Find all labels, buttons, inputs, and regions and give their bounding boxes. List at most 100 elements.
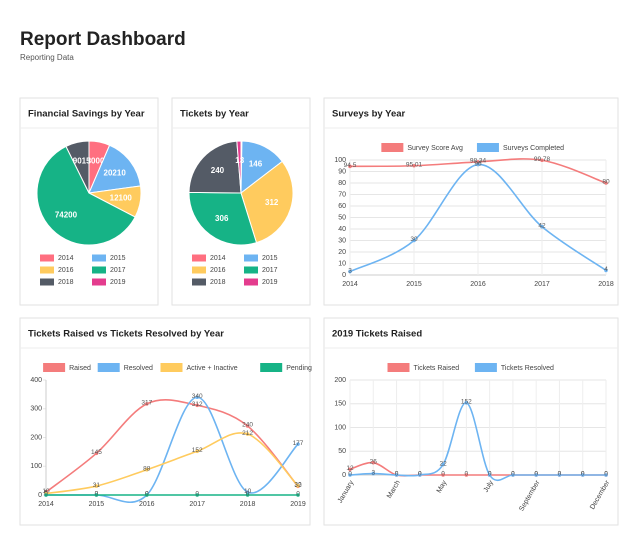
legend-label: 2015 (110, 255, 126, 262)
slice-label: 312 (265, 198, 279, 207)
y-tick-label: 80 (338, 180, 346, 187)
legend-swatch (192, 254, 206, 262)
y-tick-label: 30 (338, 237, 346, 244)
y-tick-label: 100 (334, 157, 346, 164)
x-tick-label: 2016 (139, 501, 155, 508)
card-title: Financial Savings by Year (28, 109, 145, 120)
data-point (557, 473, 562, 477)
legend-swatch (92, 278, 106, 286)
data-point (580, 473, 585, 477)
data-point (418, 473, 422, 477)
line-series (45, 432, 299, 495)
data-point (296, 493, 300, 497)
y-tick-label: 20 (338, 249, 346, 256)
x-tick-label: 2018 (240, 501, 256, 508)
pie-slice (65, 140, 90, 194)
data-point (195, 395, 199, 400)
slice-label: 74200 (55, 211, 78, 220)
data-label: 26 (370, 458, 378, 465)
slice-label: 9015 (73, 157, 91, 166)
data-label: 94.5 (344, 162, 357, 169)
legend-label: Tickets Resolved (501, 365, 554, 372)
data-point (540, 224, 544, 229)
y-tick-label: 200 (30, 434, 42, 441)
data-label: 3 (348, 267, 352, 274)
data-point (94, 493, 99, 497)
data-label: 0 (488, 471, 492, 478)
x-tick-label: 2015 (89, 501, 105, 508)
pie-slice (188, 191, 258, 246)
y-tick-label: 0 (38, 492, 42, 499)
data-label: 145 (91, 449, 102, 456)
y-tick-label: 200 (334, 377, 346, 384)
slice-label: 240 (211, 166, 225, 175)
data-point (145, 467, 149, 472)
legend-label: 2016 (58, 267, 74, 274)
data-point (44, 493, 48, 497)
data-label: 3 (371, 469, 375, 476)
data-label: 212 (242, 430, 253, 437)
line-series (45, 399, 299, 493)
data-label: 0 (441, 471, 445, 478)
data-point (348, 467, 352, 472)
data-label: 96 (474, 160, 482, 167)
data-point (195, 449, 199, 454)
data-point (94, 451, 99, 456)
y-tick-label: 40 (338, 226, 346, 233)
data-label: 0 (95, 491, 99, 498)
x-tick-label: 2017 (534, 281, 550, 288)
legend-label: 2015 (262, 255, 278, 262)
data-point (195, 493, 199, 497)
data-point (145, 402, 149, 406)
data-label: 152 (192, 447, 203, 454)
legend-label: 2019 (262, 279, 278, 286)
data-point (412, 238, 416, 243)
page-subtitle: Reporting Data (20, 53, 74, 62)
data-point (511, 473, 515, 477)
data-point (348, 164, 352, 169)
y-tick-label: 50 (338, 214, 346, 221)
data-label: 5 (44, 489, 48, 496)
card (323, 97, 619, 306)
legend-swatch (381, 143, 404, 152)
data-label: 0 (296, 491, 300, 498)
pie-slice (236, 140, 242, 194)
data-label: 99.78 (534, 156, 551, 163)
pie-slice (188, 140, 242, 194)
legend-swatch (244, 254, 258, 262)
data-point (245, 432, 250, 436)
data-point (296, 484, 300, 488)
data-label: 312 (192, 401, 203, 408)
data-point (476, 160, 480, 164)
data-label: 0 (418, 471, 422, 478)
data-point (540, 158, 544, 163)
y-tick-label: 0 (342, 272, 346, 279)
legend-swatch (476, 143, 499, 152)
data-label: 10 (42, 488, 50, 495)
data-point (604, 181, 608, 185)
data-label: 240 (242, 422, 253, 429)
data-point (464, 473, 469, 477)
y-tick-label: 60 (338, 203, 346, 210)
data-label: 0 (558, 471, 562, 478)
data-point (394, 473, 399, 477)
legend-label: 2018 (210, 279, 226, 286)
slice-label: 306 (215, 214, 229, 223)
y-tick-label: 150 (334, 401, 346, 408)
data-label: 42 (538, 222, 546, 229)
page-title: Report Dashboard (20, 29, 186, 50)
data-point (348, 269, 352, 274)
y-tick-label: 90 (338, 168, 346, 175)
slice-label: 20210 (104, 169, 127, 178)
data-label: 95.01 (406, 161, 423, 168)
data-label: 0 (465, 471, 469, 478)
data-point (604, 268, 608, 273)
legend-swatch (160, 363, 183, 372)
legend-label: Resolved (124, 365, 153, 372)
legend-label: Tickets Raised (414, 365, 460, 372)
data-label: 317 (141, 400, 152, 407)
card-title: Surveys by Year (332, 109, 406, 120)
y-tick-label: 300 (30, 406, 42, 413)
legend-label: Pending (286, 365, 312, 372)
legend-swatch (260, 363, 283, 372)
